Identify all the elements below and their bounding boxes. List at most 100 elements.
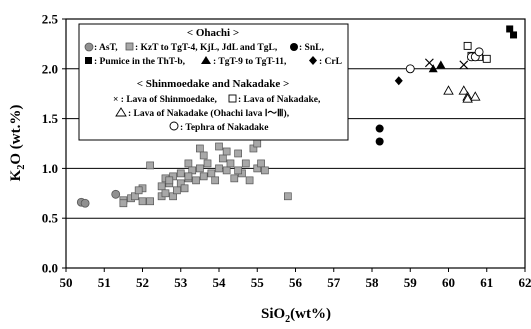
data-point-gray-square — [176, 169, 185, 178]
data-points — [76, 25, 518, 208]
legend-ast-text: : AsT, — [94, 43, 118, 53]
legend-black-square-marker — [85, 57, 92, 64]
data-point-gray-square — [196, 164, 204, 173]
legend-gray-square-marker — [125, 42, 134, 51]
data-point-gray-square — [218, 154, 227, 163]
data-point-open-square — [482, 54, 491, 63]
data-point-gray-square — [284, 192, 292, 201]
y-axis-title-rest: O (wt.%) — [8, 105, 24, 165]
legend-open-square-marker — [228, 94, 237, 103]
x-axis-title: SiO2(wt%) — [261, 306, 331, 325]
y-tick-label: 1.5 — [42, 111, 59, 126]
x-tick-label: 58 — [366, 275, 380, 290]
legend-box — [78, 23, 349, 141]
x-tick-label: 61 — [480, 275, 493, 290]
data-point-open-circle — [474, 47, 484, 57]
data-point-gray-square — [196, 144, 204, 153]
x-tick-label: 59 — [404, 275, 418, 290]
data-point-gray-square — [222, 147, 231, 156]
data-point-gray-square — [134, 186, 143, 195]
axis-ticks: 0.0 0.5 1.0 1.5 2.0 2.5 50 51 52 53 54 55 56 57 58 59 60… — [42, 12, 531, 291]
data-point-open-triangle — [443, 85, 454, 95]
data-point-gray-square — [245, 176, 254, 185]
data-point-gray-square — [161, 189, 170, 198]
data-point-gray-square — [157, 182, 166, 191]
data-point-gray-square — [257, 159, 265, 168]
data-point-gray-square — [146, 161, 154, 170]
y-tick-label: 1.0 — [42, 161, 58, 176]
legend-crl-text: : CrL — [319, 57, 342, 67]
data-point-gray-square — [211, 176, 220, 185]
data-point-gray-square — [192, 176, 200, 185]
data-point-gray-square — [253, 139, 262, 148]
data-point-gray-square — [215, 142, 223, 151]
x-tick-label: 51 — [98, 275, 111, 290]
data-point-open-square — [463, 41, 472, 50]
data-point-gray-square — [165, 176, 174, 185]
x-tick-label: 56 — [289, 275, 303, 290]
data-point-open-triangle — [470, 91, 481, 101]
data-point-gray-square — [222, 166, 231, 175]
legend-shinmoedake-text: × : Lava of Shinmoedake, — [113, 95, 217, 105]
legend-open-triangle-marker — [115, 107, 127, 117]
data-point-gray-circle — [80, 198, 90, 208]
data-point-gray-square — [119, 199, 128, 208]
legend-gray-circle-marker — [84, 42, 94, 52]
y-axis-title-base: K — [8, 169, 24, 181]
x-tick-label: 54 — [213, 275, 227, 290]
x-axis-title-base: SiO — [261, 306, 285, 322]
data-point-gray-square — [138, 197, 147, 206]
data-point-open-triangle — [458, 85, 470, 95]
legend-tephra-text: : Tephra of Nakadake — [180, 123, 268, 133]
data-point-gray-square — [180, 184, 189, 193]
data-point-black-triangle — [428, 64, 438, 73]
data-point-gray-square — [199, 151, 208, 160]
data-point-black-circle — [375, 137, 384, 146]
legend-group1-title: < Ohachi > — [187, 27, 239, 39]
x-tick-label: 53 — [174, 275, 188, 290]
data-point-gray-square — [241, 159, 250, 168]
data-point-gray-square — [230, 174, 239, 183]
data-point-black-square — [506, 25, 514, 33]
data-point-gray-square — [173, 186, 181, 195]
legend-black-triangle-marker — [201, 56, 211, 64]
data-point-gray-square — [261, 166, 269, 175]
data-point-gray-square — [184, 159, 193, 168]
data-point-gray-square — [234, 149, 242, 158]
legend-black-diamond-marker — [309, 56, 317, 65]
data-point-gray-square — [234, 166, 242, 175]
x-tick-label: 62 — [519, 275, 531, 290]
data-point-gray-square — [226, 159, 235, 168]
y-tick-label: 2.0 — [42, 61, 58, 76]
data-point-cross — [459, 60, 469, 70]
legend: < Ohachi > : AsT, : KzT to TgT-4, KjL, J… — [78, 23, 349, 141]
legend-black-circle-marker — [290, 43, 298, 51]
legend-open-circle-marker — [169, 121, 179, 131]
y-tick-label: 0.0 — [42, 261, 58, 276]
legend-ohachi-lava-text: : Lava of Nakadake (Ohachi lava Ⅰ～Ⅲ), — [128, 108, 290, 119]
data-point-open-circle — [405, 64, 415, 74]
x-tick-label: 52 — [136, 275, 149, 290]
y-tick-label: 2.5 — [42, 12, 59, 27]
legend-kzt-text: : KzT to TgT-4, KjL, JdL and TgL, — [135, 43, 278, 53]
x-tick-label: 60 — [442, 275, 455, 290]
data-point-black-square — [510, 31, 518, 39]
x-tick-label: 57 — [327, 275, 341, 290]
data-point-black-circle — [375, 124, 384, 133]
legend-pumice-text: : Pumice in the ThT-b, — [94, 57, 186, 67]
legend-tgt-text: : TgT-9 to TgT-11, — [213, 57, 287, 67]
data-point-gray-square — [199, 172, 208, 181]
y-tick-label: 0.5 — [42, 211, 59, 226]
data-point-gray-square — [203, 159, 212, 168]
data-point-cross — [424, 58, 434, 68]
y-axis-title-subscript: 2 — [16, 165, 27, 170]
data-point-gray-square — [215, 164, 223, 173]
data-point-gray-circle — [111, 189, 121, 199]
data-point-black-triangle — [436, 60, 446, 69]
y-axis-title: K2O (wt.%) — [8, 105, 27, 182]
data-point-black-diamond — [394, 76, 403, 86]
x-axis-title-subscript: 2 — [285, 314, 290, 325]
data-point-gray-square — [184, 172, 193, 181]
x-axis-title-rest: (wt%) — [290, 306, 331, 322]
